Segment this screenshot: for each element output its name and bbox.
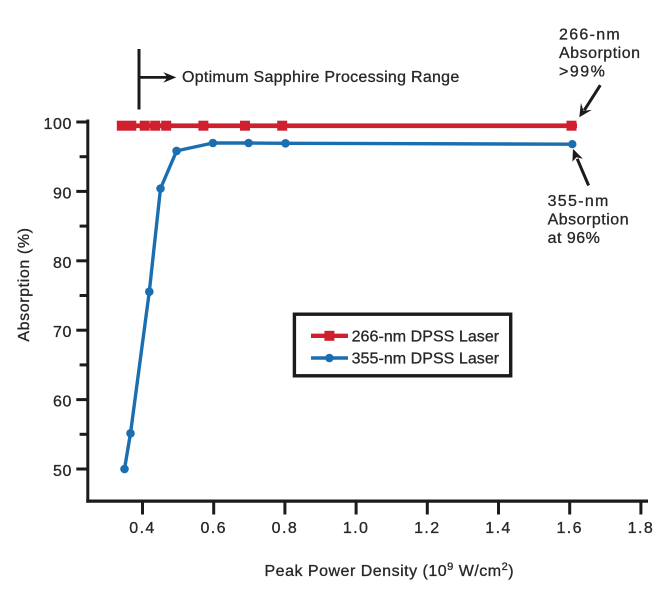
svg-text:90: 90 [53, 185, 72, 202]
svg-text:Absorption: Absorption [548, 211, 630, 228]
svg-text:1.8: 1.8 [628, 520, 654, 537]
svg-text:1.6: 1.6 [556, 520, 582, 537]
svg-text:50: 50 [53, 463, 72, 480]
svg-text:60: 60 [53, 394, 72, 411]
svg-text:0.4: 0.4 [129, 520, 155, 537]
svg-text:355-nm: 355-nm [548, 193, 610, 210]
svg-text:Absorption (%): Absorption (%) [16, 227, 33, 341]
svg-text:266-nm DPSS Laser: 266-nm DPSS Laser [352, 329, 500, 346]
svg-text:266-nm: 266-nm [559, 26, 621, 43]
svg-text:355-nm DPSS Laser: 355-nm DPSS Laser [352, 351, 500, 368]
svg-text:70: 70 [53, 324, 72, 341]
svg-text:at 96%: at 96% [548, 230, 601, 247]
svg-text:1.4: 1.4 [485, 520, 511, 537]
svg-text:>99%: >99% [559, 64, 606, 81]
svg-text:100: 100 [44, 116, 73, 133]
svg-text:Absorption: Absorption [559, 45, 641, 62]
svg-text:80: 80 [53, 255, 72, 272]
svg-text:0.8: 0.8 [272, 520, 298, 537]
svg-text:0.6: 0.6 [200, 520, 226, 537]
svg-text:1.0: 1.0 [343, 520, 369, 537]
svg-text:Optimum Sapphire Processing Ra: Optimum Sapphire Processing Range [182, 69, 460, 86]
svg-text:1.2: 1.2 [414, 520, 440, 537]
svg-text:Peak Power Density (109 W/cm2): Peak Power Density (109 W/cm2) [265, 561, 515, 580]
